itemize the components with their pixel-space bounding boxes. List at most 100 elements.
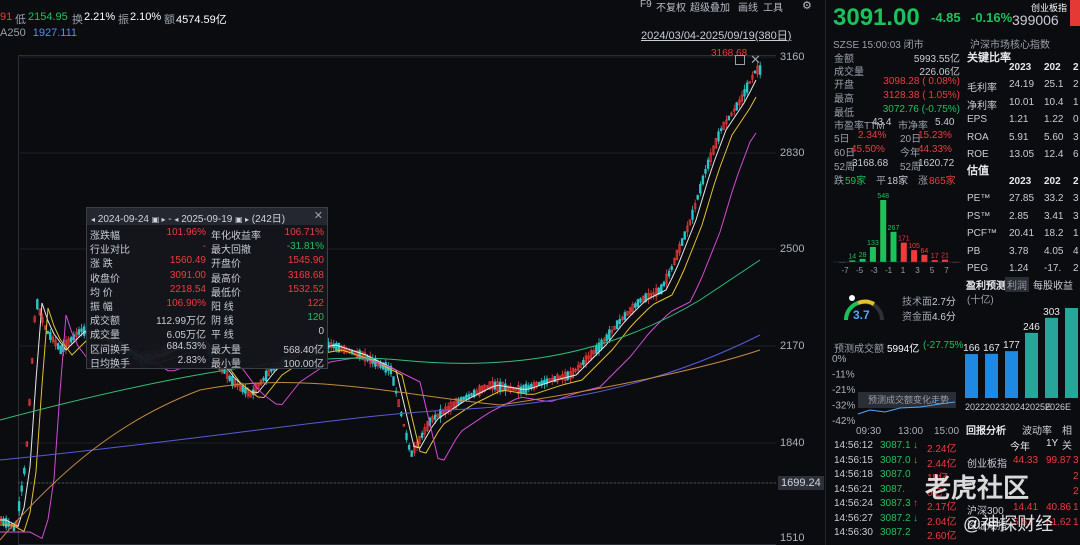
candle [571, 367, 575, 379]
candle [249, 391, 252, 398]
candle [688, 219, 692, 226]
chart-toolbar: F9 不复权 超级叠加 画线 工具 ⚙ [640, 0, 825, 14]
date-range[interactable]: 2024/03/04-2025/09/19(380日) [641, 30, 792, 42]
arrow-down-icon: ↓ [913, 454, 918, 466]
candle [691, 205, 694, 224]
returns-title: 回报分析 [966, 426, 1006, 437]
d60-label: 60日 [834, 148, 856, 159]
w52l-label: 52周 [900, 162, 922, 173]
quote-value: 3128.38 ( 1.05%) [883, 90, 960, 101]
ytd-label: 今年 [900, 148, 920, 159]
distribution-bar-label: 21 [941, 253, 949, 260]
candle [36, 298, 39, 311]
pb-value: 5.40 [935, 117, 955, 128]
candle [509, 382, 512, 394]
index-tag[interactable]: 沪深市场核心指数 [970, 40, 1050, 51]
distribution-bar [880, 200, 887, 262]
candle [662, 280, 666, 288]
candle [732, 104, 736, 116]
tick-volume: 2.24亿 [927, 444, 957, 455]
table-cell: 1.24 [1009, 263, 1029, 274]
close-icon[interactable]: ✕ [750, 52, 761, 67]
turnover-label: 换 [72, 14, 83, 26]
returns-row-label: 创业板指 [967, 459, 1007, 470]
candle [28, 398, 31, 407]
candle [530, 382, 533, 391]
draw-button[interactable]: 画线 [738, 3, 758, 14]
candle [532, 379, 536, 392]
maximize-icon[interactable] [735, 55, 745, 65]
popup-label: 振 幅 [90, 302, 113, 313]
candle [59, 345, 62, 355]
close-icon[interactable]: ✕ [313, 210, 323, 222]
candle [228, 374, 231, 383]
arrow-down-icon: ↓ [913, 440, 918, 451]
tick-volume: 2.17亿 [927, 502, 957, 513]
candle [418, 435, 421, 445]
candle [472, 388, 476, 399]
tools-button[interactable]: 工具 [763, 3, 783, 14]
candle [485, 385, 489, 389]
candle [641, 295, 645, 303]
table-cell: 2 [1073, 263, 1079, 274]
candle [23, 465, 26, 477]
returns-tab-volatility[interactable]: 波动率 [1022, 426, 1052, 437]
returns-tab-correlation[interactable]: 相关 [1062, 426, 1072, 452]
distribution-bar-label: 17 [931, 253, 939, 260]
distribution-x-label: 7 [944, 266, 949, 275]
tick-volume: 0亿 [927, 487, 943, 499]
candle [420, 430, 424, 441]
candle [592, 346, 595, 359]
table-row-label: PE™ [967, 193, 991, 204]
earnings-tab-profit[interactable]: 利润 [1005, 277, 1029, 292]
distribution-bar [931, 260, 938, 262]
last-price: 3091.00 [833, 4, 920, 31]
interval-stats-popup: ◂ 2024-09-24 ▣ ▸ - ◂ 2025-09-19 ▣ ▸ (242… [86, 207, 328, 370]
no-adjust-button[interactable]: 不复权 [656, 3, 686, 14]
popup-value: 2218.54 [169, 283, 206, 295]
candle [626, 310, 629, 316]
popup-value: 1532.52 [287, 283, 324, 295]
table-year-header: 202 [1044, 176, 1061, 187]
candle [527, 382, 530, 393]
earnings-title: 盈利预测 [966, 281, 1006, 292]
candle [431, 414, 434, 424]
candle [587, 351, 590, 364]
overlay-button[interactable]: 超级叠加 [690, 3, 730, 14]
candle [610, 325, 614, 337]
w52h-label: 52周 [834, 162, 856, 173]
earnings-year-label: 2023 [985, 402, 1005, 412]
distribution-bar [890, 231, 897, 262]
forecast-pct-tick: -42% [832, 416, 855, 427]
end-date[interactable]: 2025-09-19 [181, 214, 233, 225]
candle [397, 399, 400, 408]
candle [634, 301, 637, 310]
popup-label: 行业对比 [90, 245, 130, 257]
tick-volume: 2.44亿 [927, 458, 957, 470]
buy-button[interactable] [1070, 0, 1080, 26]
popup-label: 最高价 [211, 273, 241, 285]
candle [649, 289, 653, 301]
w52h-value: 3168.68 [852, 158, 889, 169]
tick-price: 3087.2 [880, 527, 911, 538]
gear-icon[interactable]: ⚙ [802, 0, 812, 12]
tick-volume: 2.60亿 [927, 531, 957, 542]
table-cell: 3.78 [1009, 245, 1029, 257]
quote-value: 5993.55亿 [913, 54, 960, 65]
popup-label: 年化收益率 [211, 231, 261, 242]
distribution-bar [900, 242, 907, 262]
table-row-label: PEG [967, 263, 989, 274]
returns-row-label: 深证成指 [967, 521, 1007, 532]
forecast-pct-tick: -21% [832, 385, 855, 396]
candle [535, 380, 538, 389]
popup-label: 阴 线 [211, 316, 234, 328]
candle [582, 357, 585, 368]
returns-cell: 61.62 [1046, 517, 1072, 528]
distribution-x-label: 3 [915, 266, 920, 275]
w52l-value: 1620.72 [918, 158, 955, 169]
earnings-tab-eps[interactable]: 每股收益 [1033, 281, 1073, 292]
candle [478, 383, 481, 398]
start-date[interactable]: 2024-09-24 [97, 214, 149, 225]
candle [38, 307, 42, 317]
f9-button[interactable]: F9 [640, 0, 652, 10]
